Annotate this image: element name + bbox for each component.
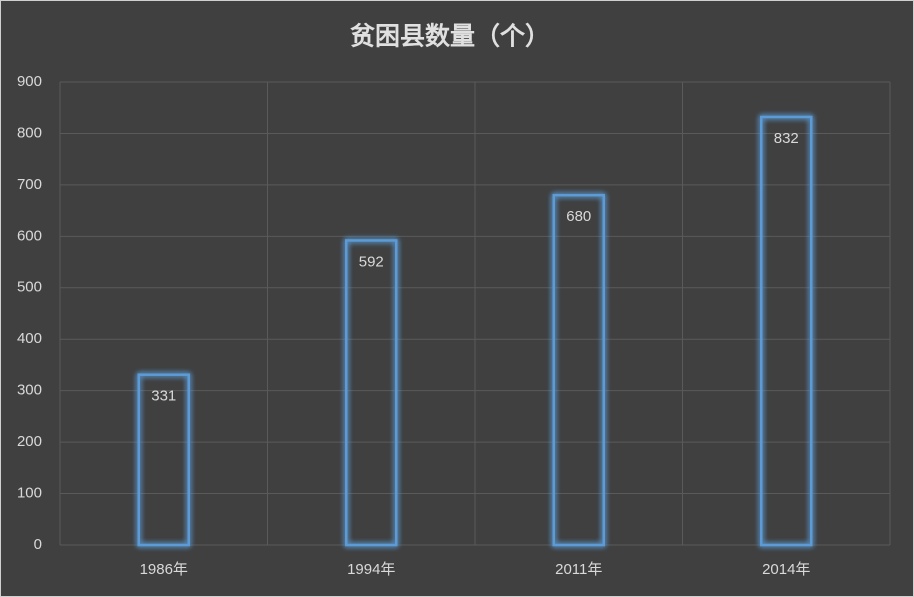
bar: [760, 115, 813, 547]
data-label: 331: [151, 388, 176, 405]
y-tick-label: 100: [17, 485, 42, 502]
y-tick-label: 200: [17, 433, 42, 450]
data-label: 680: [566, 208, 591, 225]
x-tick-label: 2014年: [762, 561, 810, 578]
y-tick-label: 300: [17, 382, 42, 399]
y-tick-label: 900: [17, 73, 42, 90]
bar: [552, 193, 605, 547]
y-tick-label: 700: [17, 176, 42, 193]
y-tick-label: 800: [17, 124, 42, 141]
y-tick-label: 600: [17, 227, 42, 244]
chart-title: 贫困县数量（个）: [350, 22, 550, 51]
x-tick-label: 1994年: [347, 561, 395, 578]
data-label: 832: [774, 130, 799, 147]
y-tick-label: 500: [17, 279, 42, 296]
bar: [137, 373, 190, 547]
data-label: 592: [359, 253, 384, 270]
x-tick-label: 2011年: [555, 561, 602, 578]
y-tick-label: 400: [17, 330, 42, 347]
y-tick-label: 0: [34, 536, 42, 553]
x-tick-label: 1986年: [140, 561, 188, 578]
bar: [345, 239, 398, 547]
